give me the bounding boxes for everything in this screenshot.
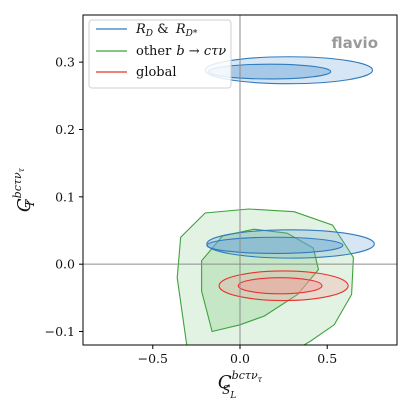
y-tick-label: −0.1 <box>45 324 75 339</box>
legend-box <box>88 19 232 89</box>
x-tick-label: 0.5 <box>317 351 337 366</box>
other-bctaunu-2sigma-region <box>176 208 354 345</box>
flavio-brand-label: flavio <box>332 34 378 52</box>
global-2sigma-region-0 <box>218 270 349 302</box>
y-tick-label: 0.2 <box>55 122 75 137</box>
y-axis-label: CbcτντT <box>11 167 37 212</box>
y-tick-label: 0.1 <box>55 189 75 204</box>
legend-entry-label: RD & RD* <box>135 22 198 39</box>
other-bctaunu-1sigma-region <box>201 228 320 333</box>
y-tick-label: 0.0 <box>55 257 75 272</box>
legend-entry-label: other b → cτν <box>136 44 226 59</box>
x-axis-label: Cbcτντ SL <box>218 369 263 401</box>
x-tick-label: 0.0 <box>230 351 250 366</box>
rd-rdstar-2sigma-region-0 <box>206 229 375 259</box>
x-tick-label: −0.5 <box>138 351 168 366</box>
plot-area <box>83 15 397 345</box>
y-tick-label: 0.3 <box>55 55 75 70</box>
global-1sigma-region-1 <box>237 277 323 295</box>
rd-rdstar-1sigma-region-1 <box>206 236 344 254</box>
legend: RD & RD* other b → cτν global <box>88 19 232 89</box>
legend-entry-label: global <box>136 65 177 80</box>
